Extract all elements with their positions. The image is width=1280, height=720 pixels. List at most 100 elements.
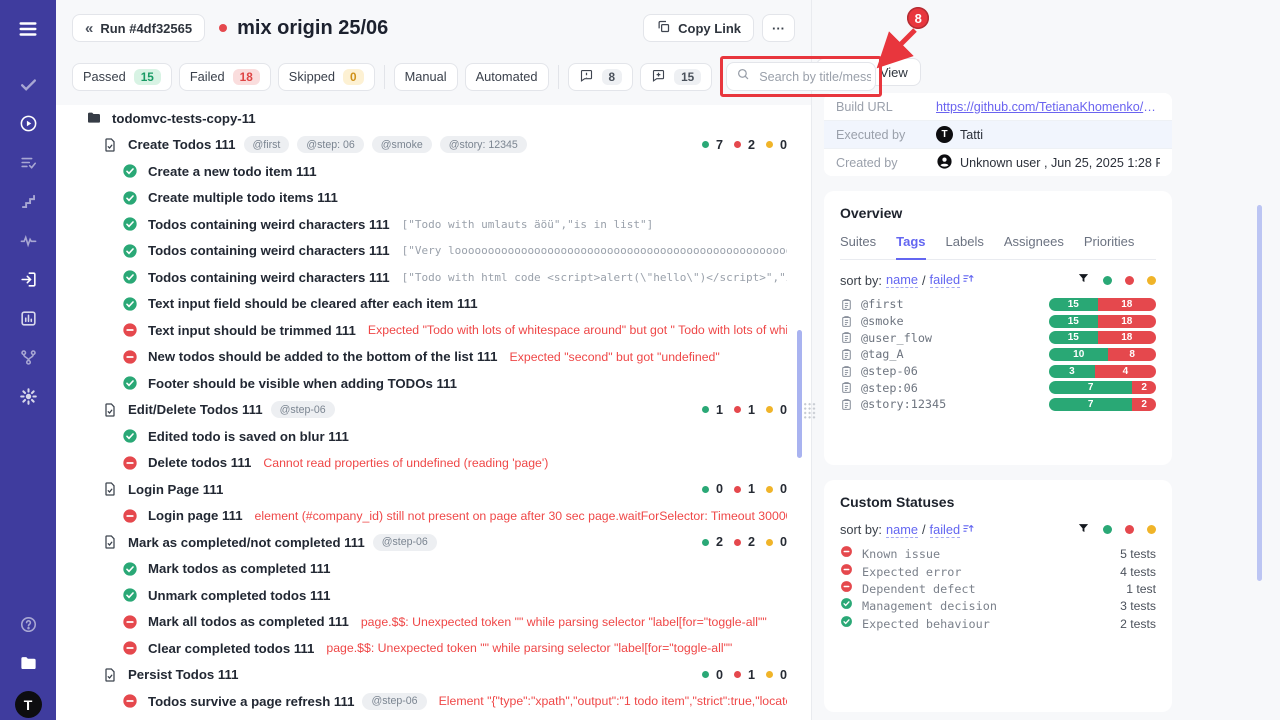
steps-icon: [19, 192, 38, 216]
test-row[interactable]: Text input should be trimmed 111 Expected…: [56, 317, 811, 344]
sort-by-failed-link[interactable]: failed: [929, 272, 961, 288]
sidebar-item-settings[interactable]: [6, 379, 50, 418]
suite-row[interactable]: Create Todos 111 @first @step: 06 @smoke @st…: [56, 132, 811, 159]
filter-funnel-icon[interactable]: [1077, 272, 1090, 288]
back-to-run-button[interactable]: « Run #4df32565: [72, 14, 206, 42]
test-row[interactable]: Clear completed todos 111 page.$$: Unexpe…: [56, 635, 811, 662]
sidebar-item-menu[interactable]: [6, 12, 50, 51]
filter-passed[interactable]: Passed 15: [72, 62, 172, 91]
panel-resize-handle[interactable]: [803, 402, 816, 420]
sidebar-item-activity[interactable]: [6, 223, 50, 262]
custom-status-row[interactable]: Known issue 5 tests: [840, 546, 1156, 563]
failed-dot: [733, 538, 741, 546]
passed-legend-dot[interactable]: [1103, 525, 1112, 535]
sidebar-item-sign-in[interactable]: [6, 262, 50, 301]
tab-tags[interactable]: Tags: [896, 234, 926, 260]
test-row[interactable]: Footer should be visible when adding TOD…: [56, 370, 811, 397]
filter-manual[interactable]: Manual: [393, 62, 458, 91]
failed-count: 1: [747, 482, 755, 497]
custom-status-row[interactable]: Management decision 3 tests: [840, 598, 1156, 615]
filter-comments-add[interactable]: 15: [640, 62, 713, 91]
filter-funnel-icon[interactable]: [1077, 522, 1090, 538]
test-row[interactable]: Login page 111 element (#company_id) stil…: [56, 503, 811, 530]
tag-pill[interactable]: @first: [243, 136, 290, 154]
tag-pill[interactable]: @step: 06: [297, 136, 364, 154]
filter-skipped[interactable]: Skipped 0: [277, 62, 375, 91]
tag-pill[interactable]: @step-06: [362, 692, 427, 710]
tab-labels[interactable]: Labels: [945, 234, 984, 249]
test-error-message: page.$$: Unexpected token "" while parsi…: [326, 641, 733, 656]
main-list-scrollbar[interactable]: [797, 330, 802, 458]
tab-assignees[interactable]: Assignees: [1003, 234, 1064, 249]
sidebar-item-steps[interactable]: [6, 184, 50, 223]
passed-legend-dot[interactable]: [1103, 275, 1112, 285]
comments-add-count-badge: 15: [674, 68, 702, 85]
test-row[interactable]: Edited todo is saved on blur 111: [56, 423, 811, 450]
search-input[interactable]: [757, 68, 874, 85]
failed-legend-dot[interactable]: [1125, 525, 1134, 535]
custom-status-row[interactable]: Expected error 4 tests: [840, 563, 1156, 580]
tag-stat-row[interactable]: @story:12345 7 2: [840, 396, 1156, 413]
sidebar-item-bar-chart[interactable]: [6, 301, 50, 340]
tab-suites[interactable]: Suites: [840, 234, 877, 249]
test-row[interactable]: Unmark completed todos 111: [56, 582, 811, 609]
test-row[interactable]: Mark all todos as completed 111 page.$$: …: [56, 609, 811, 636]
tag-stat-row[interactable]: @user_flow 15 18: [840, 329, 1156, 346]
sidebar-item-playlist-check[interactable]: [6, 145, 50, 184]
tag-pill[interactable]: @story: 12345: [439, 136, 527, 154]
tag-pill[interactable]: @step-06: [372, 533, 437, 551]
test-row[interactable]: Todos containing weird characters 111 ["T…: [56, 264, 811, 291]
skipped-legend-dot[interactable]: [1147, 525, 1156, 535]
sidebar-item-play-circle[interactable]: [6, 106, 50, 145]
tag-stat-row[interactable]: @smoke 15 18: [840, 313, 1156, 330]
custom-status-row[interactable]: Expected behaviour 2 tests: [840, 615, 1156, 632]
test-row[interactable]: Text input field should be cleared after…: [56, 291, 811, 318]
sidebar-item-check[interactable]: [6, 67, 50, 106]
annotation-highlight-box: 8: [720, 7, 930, 97]
tag-stat-row[interactable]: @step:06 7 2: [840, 379, 1156, 396]
suite-row[interactable]: Mark as completed/not completed 111 @step…: [56, 529, 811, 556]
skipped-legend-dot[interactable]: [1147, 275, 1156, 285]
custom-status-row[interactable]: Dependent defect 1 test: [840, 580, 1156, 597]
test-row[interactable]: Create multiple todo items 111: [56, 185, 811, 212]
tab-priorities[interactable]: Priorities: [1083, 234, 1135, 249]
search-field[interactable]: [726, 62, 877, 91]
test-row[interactable]: Create a new todo item 111: [56, 158, 811, 185]
filter-failed[interactable]: Failed 18: [178, 62, 271, 91]
tag-pill[interactable]: @step-06: [270, 401, 335, 419]
skipped-dot: [765, 538, 773, 546]
filter-automated[interactable]: Automated: [464, 62, 549, 91]
tag-stat-row[interactable]: @tag_A 10 8: [840, 346, 1156, 363]
copy-link-button[interactable]: Copy Link: [643, 14, 754, 42]
sort-by-name-link[interactable]: name: [885, 272, 918, 288]
sidebar-user-avatar[interactable]: T: [14, 691, 42, 718]
sidebar-item-help[interactable]: [6, 607, 50, 646]
tag-stat-row[interactable]: @step-06 3 4: [840, 363, 1156, 380]
suite-row[interactable]: Login Page 111 0 1 0: [56, 476, 811, 503]
test-row[interactable]: Todos survive a page refresh 111 @step-06…: [56, 688, 811, 715]
suite-row[interactable]: Edit/Delete Todos 111 @step-06 1 1 0: [56, 397, 811, 424]
test-row[interactable]: Mark todos as completed 111: [56, 556, 811, 583]
test-row[interactable]: Delete todos 111 Cannot read properties o…: [56, 450, 811, 477]
test-row[interactable]: Todos containing weird characters 111 ["T…: [56, 211, 811, 238]
build-url-link[interactable]: https://github.com/TetianaKhomenko/Load-…: [936, 99, 1160, 114]
test-row[interactable]: Todos containing weird characters 111 ["V…: [56, 238, 811, 265]
comments-count-badge: 8: [601, 68, 623, 85]
suite-row[interactable]: Persist Todos 111 0 1 0: [56, 662, 811, 689]
test-row[interactable]: New todos should be added to the bottom …: [56, 344, 811, 371]
tag-stat-row[interactable]: @first 15 18: [840, 296, 1156, 313]
tag-pill[interactable]: @smoke: [371, 136, 432, 154]
more-menu-button[interactable]: ···: [762, 14, 795, 42]
passed-segment: 7: [1049, 397, 1133, 411]
sort-by-name-link[interactable]: name: [885, 521, 918, 538]
failed-status-icon: [122, 614, 138, 630]
sidebar-item-folder[interactable]: [6, 646, 50, 685]
sort-by-failed-link[interactable]: failed: [929, 521, 961, 538]
failed-status-icon: [122, 349, 138, 365]
sidebar-item-branch[interactable]: [6, 340, 50, 379]
filter-comments[interactable]: 8: [567, 62, 634, 91]
failed-legend-dot[interactable]: [1125, 275, 1134, 285]
folder-row[interactable]: todomvc-tests-copy-11: [56, 105, 811, 132]
right-panel-scrollbar[interactable]: [1257, 205, 1262, 581]
